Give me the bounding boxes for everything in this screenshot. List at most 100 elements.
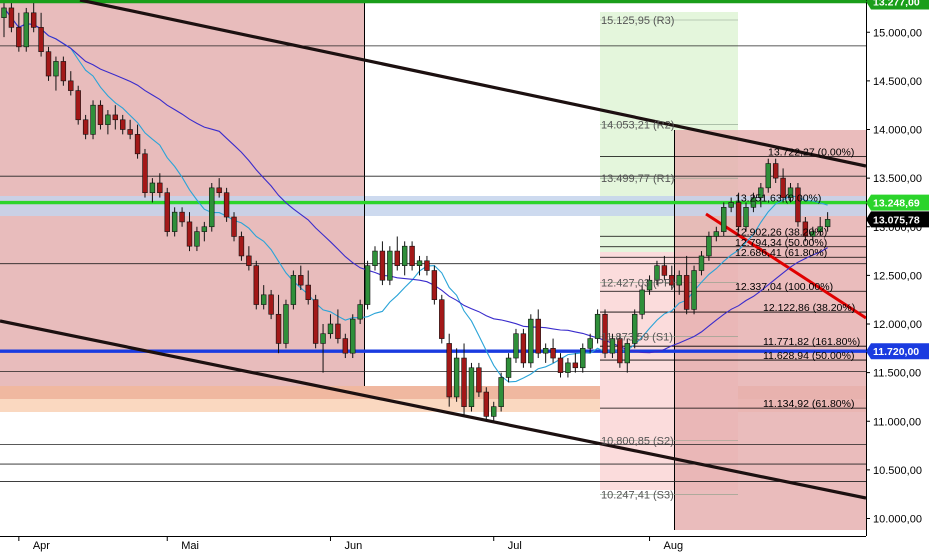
candle-50 <box>372 246 378 271</box>
candle-82 <box>609 333 616 359</box>
candle-body-50 <box>372 250 378 266</box>
candle-body-42 <box>312 299 319 344</box>
candle-10 <box>75 85 81 125</box>
fib-up-label-1: 12.902,26 (38.20%) <box>735 226 827 238</box>
candle-103 <box>765 158 771 193</box>
x-tick-label-0: Apr <box>33 540 50 552</box>
price-tag-label-2: 13.075,78 <box>873 214 920 226</box>
candle-100 <box>743 202 749 232</box>
candle-body-99 <box>735 202 742 228</box>
candle-91 <box>676 270 682 295</box>
candle-body-74 <box>550 348 556 359</box>
candle-body-3 <box>23 12 29 48</box>
candle-13 <box>97 100 104 130</box>
price-tag-3: 11.720,00 <box>866 343 929 360</box>
candle-body-33 <box>246 255 252 266</box>
candle-body-104 <box>772 163 779 179</box>
candle-body-60 <box>446 343 452 398</box>
candle-body-52 <box>387 250 393 281</box>
candle-61 <box>453 348 460 402</box>
candle-12 <box>90 100 96 140</box>
candle-64 <box>476 362 482 397</box>
candle-body-73 <box>542 348 549 354</box>
candle-110 <box>817 217 823 237</box>
candle-body-39 <box>290 275 297 305</box>
candle-body-9 <box>68 80 74 91</box>
price-tag-0: 13.277,00 <box>866 0 929 10</box>
candle-8 <box>60 56 67 86</box>
candle-40 <box>298 265 304 290</box>
candle-body-7 <box>53 61 59 77</box>
candle-44 <box>327 314 334 339</box>
candle-body-91 <box>676 275 682 286</box>
candle-body-101 <box>750 197 757 208</box>
candle-body-88 <box>654 265 660 281</box>
candle-73 <box>542 343 549 363</box>
candle-78 <box>580 343 586 373</box>
y-tick-label-7: 11.500,00 <box>873 368 921 380</box>
candle-body-47 <box>350 318 356 354</box>
pivot-label-6: 10.247,41 (S3) <box>601 489 674 501</box>
candle-68 <box>505 353 512 383</box>
fib-down-label-1: 12.337,04 (100.00%) <box>735 281 833 293</box>
moving-average-layer <box>3 7 828 383</box>
candle-3 <box>23 7 29 52</box>
candle-27 <box>201 221 208 242</box>
x-tick-label-3: Jul <box>508 540 522 552</box>
candle-96 <box>713 226 720 242</box>
price-tag-label-0: 13.277,00 <box>873 0 920 9</box>
candle-body-86 <box>639 289 645 315</box>
candle-4 <box>30 3 37 33</box>
candle-92 <box>683 255 690 315</box>
candle-20 <box>149 178 156 203</box>
candle-body-103 <box>765 163 771 189</box>
candle-35 <box>260 285 267 310</box>
fib-down-label-5: 11.134,92 (61.80%) <box>763 398 854 410</box>
candle-97 <box>721 202 727 237</box>
candle-66 <box>491 401 497 422</box>
candle-body-19 <box>142 153 148 194</box>
candle-body-59 <box>439 299 445 339</box>
level-labels-layer: 15.125,95 (R3) 14.053,21 (R2) 13.499,77 (R… <box>601 15 860 501</box>
y-tick-label-9: 10.500,00 <box>873 465 922 477</box>
zone-layer <box>0 0 866 530</box>
candle-83 <box>617 333 623 368</box>
candle-23 <box>171 207 178 237</box>
price-tag-2: 13.075,78 <box>866 211 929 228</box>
candle-19 <box>142 148 148 198</box>
level-lines-layer <box>0 0 866 495</box>
candle-body-83 <box>617 338 623 364</box>
candle-body-0 <box>1 7 7 18</box>
candle-body-102 <box>758 187 764 198</box>
candle-88 <box>654 260 660 286</box>
candle-42 <box>312 294 319 349</box>
candle-2 <box>16 12 22 52</box>
candle-body-64 <box>476 367 482 393</box>
candle-86 <box>639 285 645 320</box>
candle-body-107 <box>795 187 801 223</box>
candle-85 <box>631 309 638 349</box>
candle-70 <box>520 328 527 368</box>
candle-87 <box>646 275 653 295</box>
candle-body-38 <box>283 304 289 344</box>
candle-body-1 <box>8 7 15 28</box>
candle-0 <box>1 3 7 38</box>
candle-54 <box>401 241 408 276</box>
candle-body-2 <box>16 27 22 48</box>
candle-16 <box>120 114 126 135</box>
candle-32 <box>238 231 245 261</box>
candle-43 <box>320 324 326 373</box>
candle-24 <box>179 207 185 227</box>
fib-down-label-3: 11.771,82 (161.80%) <box>763 336 860 348</box>
candle-65 <box>483 387 489 422</box>
fib-down-label-4: 11.628,94 (50.00%) <box>763 350 854 362</box>
candle-body-93 <box>691 270 697 310</box>
candle-body-20 <box>149 182 156 194</box>
candle-body-21 <box>157 182 163 194</box>
candle-body-10 <box>75 90 81 121</box>
candle-108 <box>802 217 809 242</box>
y-tick-label-6: 12.000,00 <box>873 319 922 331</box>
candle-39 <box>290 270 297 310</box>
candle-36 <box>268 289 274 320</box>
